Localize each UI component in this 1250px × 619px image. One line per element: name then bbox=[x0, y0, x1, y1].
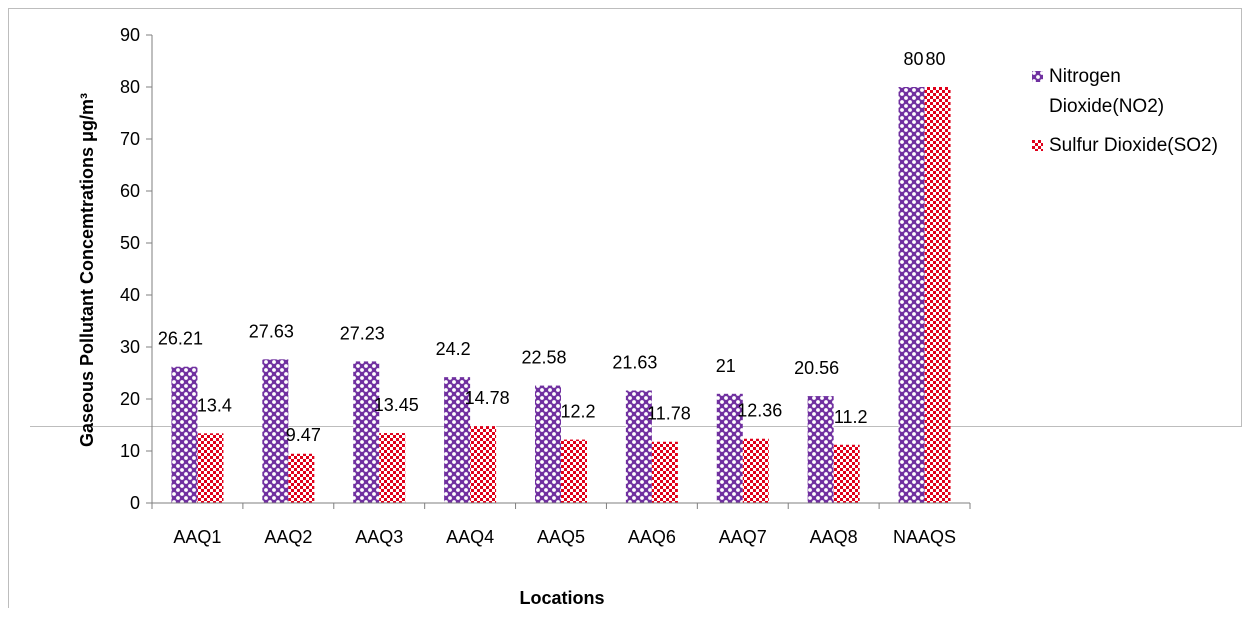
x-tick-label: AAQ4 bbox=[446, 527, 494, 547]
x-tick-label: AAQ1 bbox=[173, 527, 221, 547]
legend-swatch-no2 bbox=[1032, 71, 1043, 82]
chart-frame bbox=[8, 8, 1242, 608]
legend-item-so2: Sulfur Dioxide(SO2) bbox=[1032, 131, 1232, 161]
data-label-so2: 9.47 bbox=[286, 425, 321, 445]
data-label-no2: 26.21 bbox=[158, 329, 203, 349]
y-tick-label: 60 bbox=[120, 181, 140, 201]
data-label-no2: 21 bbox=[716, 356, 736, 376]
x-tick-label: AAQ3 bbox=[355, 527, 403, 547]
bar-so2 bbox=[379, 433, 406, 503]
bar-so2 bbox=[197, 433, 224, 503]
y-tick-label: 80 bbox=[120, 77, 140, 97]
bar-no2 bbox=[625, 390, 652, 503]
chart-frame-right-edge bbox=[1241, 8, 1242, 427]
legend-item-no2: Nitrogen Dioxide(NO2) bbox=[1032, 62, 1232, 122]
data-label-no2: 80 bbox=[904, 49, 924, 69]
x-tick-label: AAQ7 bbox=[719, 527, 767, 547]
data-label-so2: 11.78 bbox=[647, 404, 691, 424]
bar-so2 bbox=[470, 426, 497, 503]
data-label-so2: 12.36 bbox=[737, 401, 782, 421]
data-label-so2: 12.2 bbox=[560, 402, 595, 422]
legend-swatch-so2 bbox=[1032, 140, 1043, 151]
bar-no2 bbox=[716, 393, 743, 503]
y-axis-title: Gaseous Pollutant Concemtrations μg/m³ bbox=[77, 93, 97, 447]
bar-so2 bbox=[288, 453, 315, 503]
x-tick-label: AAQ2 bbox=[264, 527, 312, 547]
y-tick-label: 90 bbox=[120, 25, 140, 45]
bar-so2 bbox=[651, 441, 678, 503]
data-label-so2: 11.2 bbox=[834, 407, 868, 427]
bar-no2 bbox=[444, 377, 471, 503]
data-label-so2: 13.45 bbox=[374, 395, 419, 415]
legend-label-no2: Nitrogen Dioxide(NO2) bbox=[1049, 66, 1165, 117]
data-label-no2: 27.23 bbox=[340, 323, 385, 343]
y-tick-label: 50 bbox=[120, 233, 140, 253]
x-axis-title: Locations bbox=[519, 588, 604, 608]
x-tick-label: AAQ5 bbox=[537, 527, 585, 547]
bar-no2 bbox=[898, 87, 925, 503]
y-tick-label: 30 bbox=[120, 337, 140, 357]
data-label-so2: 80 bbox=[926, 49, 946, 69]
x-tick-label: AAQ8 bbox=[810, 527, 858, 547]
y-tick-label: 70 bbox=[120, 129, 140, 149]
y-tick-label: 0 bbox=[130, 493, 140, 513]
x-tick-label: NAAQS bbox=[893, 527, 956, 547]
bar-no2 bbox=[535, 385, 561, 503]
bar-no2 bbox=[807, 396, 834, 503]
bar-so2 bbox=[924, 87, 951, 503]
y-tick-label: 20 bbox=[120, 389, 140, 409]
data-label-no2: 22.58 bbox=[521, 348, 566, 368]
bar-no2 bbox=[353, 361, 380, 503]
y-tick-label: 40 bbox=[120, 285, 140, 305]
data-label-no2: 27.63 bbox=[249, 321, 294, 341]
data-label-no2: 21.63 bbox=[612, 353, 657, 373]
bar-no2 bbox=[171, 366, 198, 503]
bar-so2 bbox=[833, 444, 860, 503]
x-tick-label: AAQ6 bbox=[628, 527, 676, 547]
legend: Nitrogen Dioxide(NO2) Sulfur Dioxide(SO2… bbox=[1032, 62, 1232, 170]
data-label-so2: 13.4 bbox=[197, 395, 232, 415]
bar-no2 bbox=[262, 359, 289, 503]
bar-so2 bbox=[561, 439, 587, 503]
data-label-no2: 24.2 bbox=[436, 339, 471, 359]
data-label-so2: 14.78 bbox=[465, 388, 510, 408]
data-label-no2: 20.56 bbox=[794, 358, 839, 378]
bar-so2 bbox=[742, 438, 769, 503]
y-tick-label: 10 bbox=[120, 441, 140, 461]
legend-label-so2: Sulfur Dioxide(SO2) bbox=[1049, 135, 1218, 156]
